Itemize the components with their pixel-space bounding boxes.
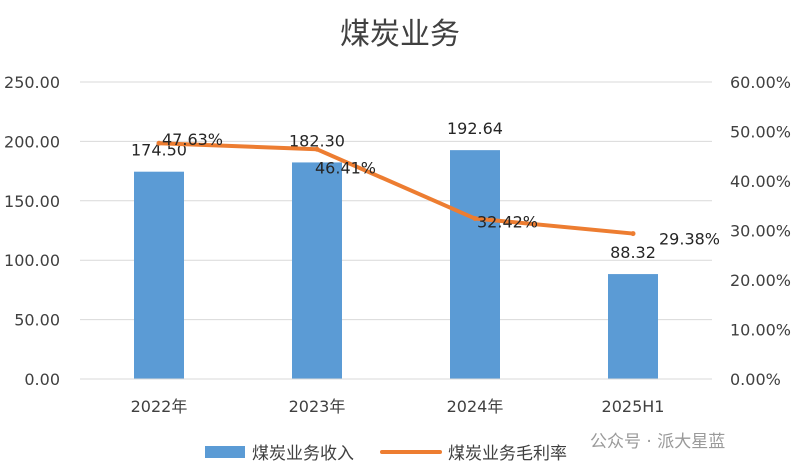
line-point — [314, 146, 320, 152]
x-tick-label: 2022年 — [131, 397, 188, 416]
line-point — [156, 140, 162, 146]
bar-data-label: 192.64 — [447, 119, 503, 138]
right-tick-label: 30.00% — [730, 222, 791, 241]
right-tick-label: 60.00% — [730, 73, 791, 92]
left-tick-label: 100.00 — [4, 251, 60, 270]
bar — [292, 162, 342, 379]
line-series: 47.63% 46.41% 32.42% 29.38% — [156, 130, 720, 249]
x-axis: 2022年 2023年 2024年 2025H1 — [80, 378, 712, 416]
bar — [134, 171, 184, 379]
legend: 煤炭业务收入 煤炭业务毛利率 — [205, 444, 567, 464]
bar — [450, 150, 500, 379]
watermark: 公众号 · 派大星蓝 — [590, 432, 725, 452]
bar-data-label: 182.30 — [289, 131, 345, 150]
left-axis: 0.00 50.00 100.00 150.00 200.00 250.00 — [4, 73, 60, 389]
chart-title: 煤炭业务 — [340, 17, 460, 52]
x-tick-label: 2024年 — [447, 397, 504, 416]
right-tick-label: 50.00% — [730, 123, 791, 142]
left-tick-label: 50.00 — [14, 311, 60, 330]
right-tick-label: 20.00% — [730, 271, 791, 290]
left-tick-label: 250.00 — [4, 73, 60, 92]
left-tick-label: 0.00 — [24, 370, 60, 389]
bar — [608, 274, 658, 379]
legend-line-label: 煤炭业务毛利率 — [448, 444, 567, 464]
legend-bar-swatch — [205, 446, 245, 458]
left-tick-label: 200.00 — [4, 132, 60, 151]
x-tick-label: 2023年 — [289, 397, 346, 416]
line-point — [472, 216, 478, 222]
bar-data-label: 88.32 — [610, 243, 656, 262]
right-tick-label: 40.00% — [730, 172, 791, 191]
x-tick-label: 2025H1 — [602, 397, 665, 416]
legend-bar-label: 煤炭业务收入 — [252, 444, 354, 464]
line-data-label: 32.42% — [477, 213, 538, 232]
line-data-label: 46.41% — [315, 158, 376, 177]
margin-line — [157, 141, 635, 236]
line-data-label: 29.38% — [659, 230, 720, 249]
left-tick-label: 150.00 — [4, 192, 60, 211]
right-axis: 0.00% 10.00% 20.00% 30.00% 40.00% 50.00% 60.00… — [730, 73, 791, 389]
line-point — [630, 231, 636, 237]
right-tick-label: 0.00% — [730, 370, 781, 389]
right-tick-label: 10.00% — [730, 321, 791, 340]
line-data-label: 47.63% — [162, 130, 223, 149]
